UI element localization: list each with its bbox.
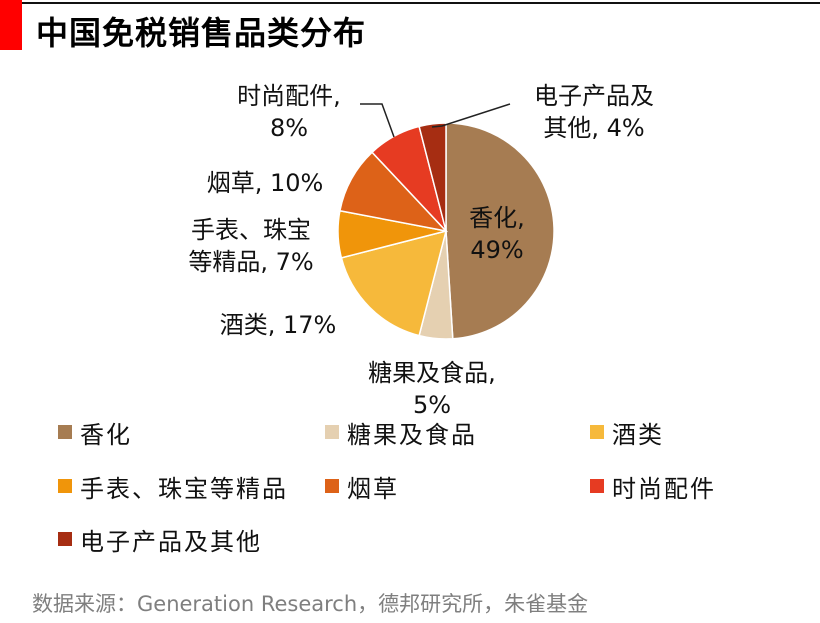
legend-item-7: 电子产品及其他 <box>58 524 262 556</box>
legend-item-3: 酒类 <box>590 417 664 449</box>
slice-label-4: 手表、珠宝等精品, 7% <box>188 214 313 278</box>
slice-label-1-line-1: 香化, <box>469 204 525 232</box>
legend-swatch-6 <box>590 479 604 493</box>
slice-label-1-line-2: 49% <box>470 236 524 264</box>
legend-label-7: 电子产品及其他 <box>80 527 262 556</box>
slice-label-3-line-1: 酒类, 17% <box>219 311 337 339</box>
legend-swatch-1 <box>58 425 72 439</box>
source-note: 数据来源：Generation Research，德邦研究所，朱雀基金 <box>32 592 589 616</box>
chart-title: 中国免税销售品类分布 <box>36 14 367 52</box>
legend-label-6: 时尚配件 <box>612 474 716 503</box>
slice-label-1: 香化, 49% <box>469 202 525 266</box>
legend-item-6: 时尚配件 <box>590 471 716 503</box>
slice-label-4-line-1: 手表、珠宝 <box>191 216 311 244</box>
legend-swatch-4 <box>58 479 72 493</box>
slice-label-7-line-1: 电子产品及 <box>534 82 654 110</box>
pie-slice-7 <box>418 122 447 232</box>
title-accent-bar <box>0 0 22 50</box>
pie-slice-3 <box>340 229 448 337</box>
legend-swatch-7 <box>58 532 72 546</box>
slice-label-7-line-2: 其他, 4% <box>543 114 645 142</box>
legend-swatch-3 <box>590 425 604 439</box>
title-rule <box>22 2 820 4</box>
legend-item-2: 糖果及食品 <box>325 417 477 449</box>
slice-label-2-line-2: 5% <box>412 391 452 419</box>
legend-label-2: 糖果及食品 <box>347 420 477 449</box>
slice-label-6: 时尚配件, 8% <box>237 80 341 144</box>
slice-label-4-line-2: 等精品, 7% <box>188 248 314 276</box>
slice-label-5-line-1: 烟草, 10% <box>206 169 324 197</box>
slice-label-3: 酒类, 17% <box>220 309 337 341</box>
leader-line-7 <box>431 103 511 128</box>
slice-label-6-line-2: 8% <box>269 114 309 142</box>
legend-item-4: 手表、珠宝等精品 <box>58 471 288 503</box>
slice-label-2-line-1: 糖果及食品, <box>368 359 496 387</box>
leader-lines <box>360 103 511 138</box>
legend-item-1: 香化 <box>58 417 132 449</box>
leader-line-6 <box>360 103 395 138</box>
slice-label-2: 糖果及食品, 5% <box>368 357 496 421</box>
slice-label-5: 烟草, 10% <box>207 167 324 199</box>
legend-label-1: 香化 <box>80 420 132 449</box>
slice-label-7: 电子产品及其他, 4% <box>534 80 654 144</box>
pie-slices <box>337 122 555 340</box>
legend-label-4: 手表、珠宝等精品 <box>80 474 288 503</box>
slice-label-6-line-1: 时尚配件, <box>237 82 341 110</box>
pie-slice-1 <box>445 122 555 340</box>
legend-swatch-5 <box>325 479 339 493</box>
legend-label-3: 酒类 <box>612 420 664 449</box>
title-bar: 中国免税销售品类分布 <box>0 0 820 56</box>
legend-item-5: 烟草 <box>325 471 399 503</box>
legend-label-5: 烟草 <box>347 474 399 503</box>
legend-swatch-2 <box>325 425 339 439</box>
